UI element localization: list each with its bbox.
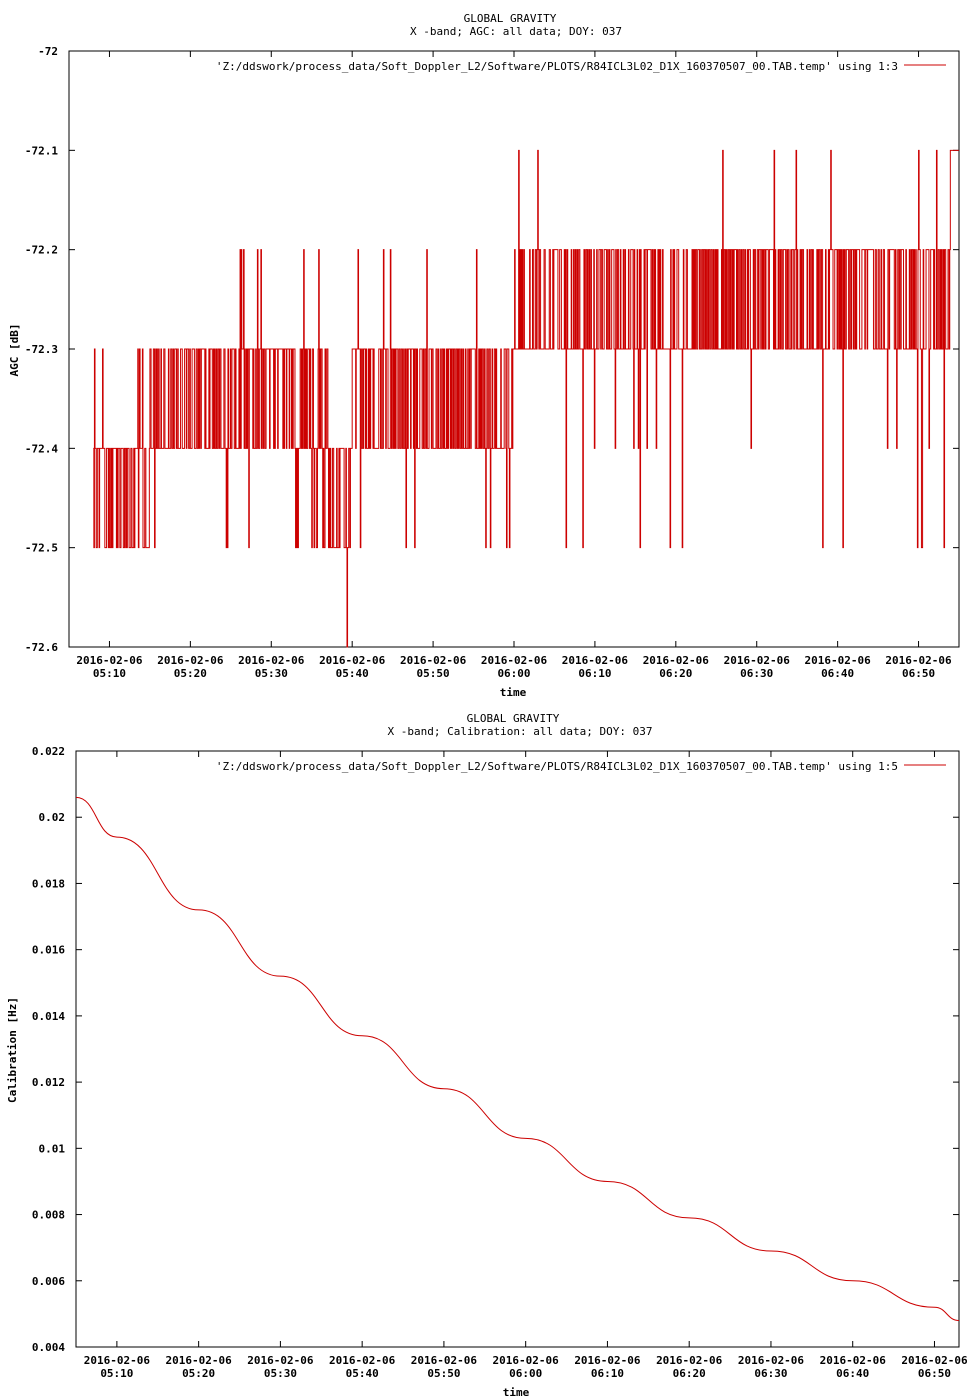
- x-tick-label-time: 05:10: [100, 1367, 133, 1380]
- x-tick-label-date: 2016-02-06: [820, 1354, 887, 1367]
- y-tick-label: -72.5: [25, 542, 58, 555]
- legend-label: 'Z:/ddswork/process_data/Soft_Doppler_L2…: [216, 60, 898, 73]
- x-axis-label: time: [503, 1386, 530, 1399]
- x-tick-label-time: 06:50: [918, 1367, 951, 1380]
- x-tick-label-date: 2016-02-06: [400, 654, 467, 667]
- chart-title: GLOBAL GRAVITY: [467, 712, 560, 725]
- y-tick-label: 0.022: [32, 745, 65, 758]
- y-tick-label: -72.1: [25, 144, 58, 157]
- x-tick-label-date: 2016-02-06: [805, 654, 872, 667]
- x-tick-label-date: 2016-02-06: [238, 654, 305, 667]
- x-tick-label-time: 06:30: [740, 667, 773, 680]
- x-tick-label-time: 05:30: [264, 1367, 297, 1380]
- x-tick-label-date: 2016-02-06: [901, 1354, 968, 1367]
- y-tick-label: 0.006: [32, 1275, 65, 1288]
- y-axis-label: Calibration [Hz]: [6, 997, 19, 1103]
- calibration-series-line: [75, 796, 960, 1322]
- x-tick-label-time: 06:10: [591, 1367, 624, 1380]
- chart-subtitle: X -band; AGC: all data; DOY: 037: [410, 25, 622, 38]
- y-tick-label: 0.004: [32, 1341, 65, 1354]
- x-tick-label-time: 06:00: [509, 1367, 542, 1380]
- x-tick-label-date: 2016-02-06: [643, 654, 710, 667]
- y-tick-label: -72: [38, 45, 58, 58]
- x-tick-label-date: 2016-02-06: [656, 1354, 723, 1367]
- x-tick-label-time: 05:50: [427, 1367, 460, 1380]
- agc-series-line: [93, 149, 959, 648]
- calibration-chart: GLOBAL GRAVITY X -band; Calibration: all…: [6, 712, 968, 1399]
- x-tick-label-time: 06:20: [659, 667, 692, 680]
- x-tick-label-date: 2016-02-06: [493, 1354, 560, 1367]
- y-tick-label: -72.4: [25, 442, 58, 455]
- plot-frame: [75, 750, 960, 1348]
- y-tick-label: 0.016: [32, 944, 65, 957]
- x-tick-label-date: 2016-02-06: [247, 1354, 314, 1367]
- x-tick-label-time: 06:30: [754, 1367, 787, 1380]
- chart-subtitle: X -band; Calibration: all data; DOY: 037: [388, 725, 653, 738]
- legend-label: 'Z:/ddswork/process_data/Soft_Doppler_L2…: [216, 760, 898, 773]
- x-tick-label-time: 06:20: [673, 1367, 706, 1380]
- y-tick-label: -72.6: [25, 641, 58, 654]
- x-tick-label-time: 06:40: [836, 1367, 869, 1380]
- x-tick-label-time: 05:40: [346, 1367, 379, 1380]
- x-tick-label-time: 06:50: [902, 667, 935, 680]
- x-tick-label-date: 2016-02-06: [738, 1354, 805, 1367]
- x-tick-label-date: 2016-02-06: [562, 654, 629, 667]
- x-tick-label-date: 2016-02-06: [319, 654, 386, 667]
- x-tick-label-time: 06:10: [578, 667, 611, 680]
- x-tick-label-time: 05:20: [174, 667, 207, 680]
- y-tick-label: 0.01: [39, 1142, 66, 1155]
- y-tick-label: 0.02: [39, 811, 66, 824]
- x-tick-label-date: 2016-02-06: [481, 654, 548, 667]
- x-axis-label: time: [500, 686, 527, 699]
- y-tick-label: -72.2: [25, 244, 58, 257]
- x-tick-label-time: 05:20: [182, 1367, 215, 1380]
- x-tick-label-time: 05:40: [336, 667, 369, 680]
- x-tick-label-date: 2016-02-06: [76, 654, 143, 667]
- y-tick-label: 0.008: [32, 1209, 65, 1222]
- x-tick-label-date: 2016-02-06: [724, 654, 791, 667]
- agc-chart: GLOBAL GRAVITY X -band; AGC: all data; D…: [8, 12, 960, 699]
- x-tick-label-date: 2016-02-06: [885, 654, 952, 667]
- x-tick-label-time: 06:00: [497, 667, 530, 680]
- x-tick-label-date: 2016-02-06: [84, 1354, 151, 1367]
- x-tick-label-time: 05:30: [255, 667, 288, 680]
- x-tick-label-date: 2016-02-06: [329, 1354, 396, 1367]
- x-tick-label-time: 05:10: [93, 667, 126, 680]
- chart-title: GLOBAL GRAVITY: [464, 12, 557, 25]
- y-tick-label: 0.012: [32, 1076, 65, 1089]
- x-tick-label-date: 2016-02-06: [157, 654, 224, 667]
- y-tick-label: 0.014: [32, 1010, 65, 1023]
- x-tick-label-date: 2016-02-06: [166, 1354, 233, 1367]
- x-tick-label-time: 05:50: [417, 667, 450, 680]
- x-tick-label-date: 2016-02-06: [574, 1354, 641, 1367]
- y-tick-label: -72.3: [25, 343, 58, 356]
- x-tick-label-time: 06:40: [821, 667, 854, 680]
- y-tick-label: 0.018: [32, 877, 65, 890]
- x-tick-label-date: 2016-02-06: [411, 1354, 478, 1367]
- y-axis-label: AGC [dB]: [8, 324, 21, 377]
